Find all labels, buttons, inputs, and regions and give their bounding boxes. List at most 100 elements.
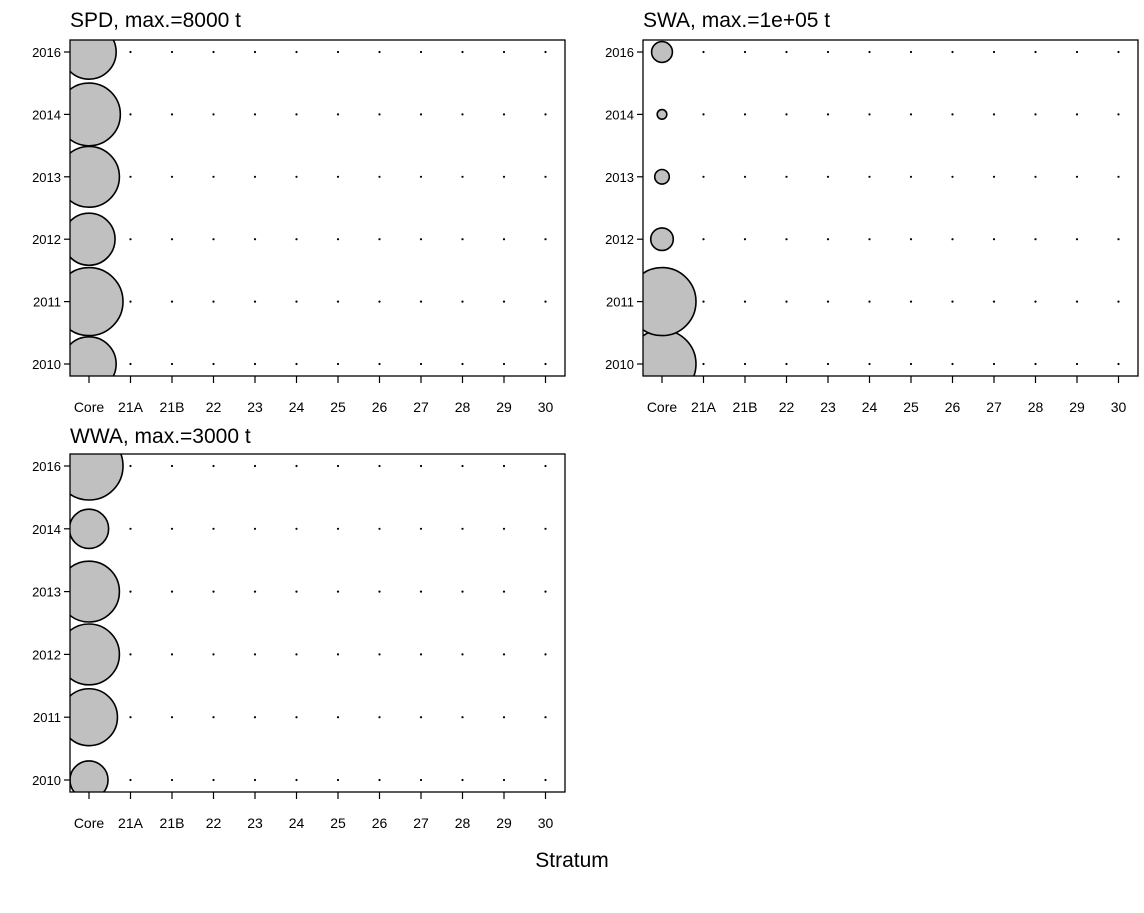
grid-dot [502, 50, 506, 54]
grid-dot [1034, 175, 1037, 178]
grid-dot [502, 175, 506, 178]
grid-dot [419, 527, 423, 530]
grid-dot [461, 527, 464, 530]
x-tick-label: 26 [372, 399, 388, 415]
grid-dot [992, 362, 996, 366]
grid-dot [170, 590, 174, 593]
grid-dot [992, 175, 996, 178]
grid-dot [336, 778, 340, 782]
grid-dot [1117, 238, 1120, 241]
bubble-core-2013 [70, 560, 121, 623]
grid-dot [378, 113, 381, 116]
grid-dot [461, 238, 464, 241]
grid-dot [336, 50, 340, 54]
y-tick-label: 2016 [605, 45, 634, 60]
grid-dot [502, 527, 506, 530]
grid-dot [170, 778, 174, 782]
grid-dot [1034, 238, 1037, 241]
grid-dot [170, 653, 174, 656]
grid-dot [992, 113, 996, 116]
grid-dot [461, 362, 464, 366]
x-tick-label: 29 [496, 399, 512, 415]
grid-dot [951, 300, 954, 303]
grid-dot [419, 464, 423, 468]
x-tick-label: 24 [862, 399, 878, 415]
grid-dot [785, 50, 788, 54]
grid-dot [544, 50, 547, 54]
x-tick-label: 23 [247, 815, 263, 831]
bubble-core-2014 [70, 82, 122, 147]
bubble-core-2016 [70, 454, 124, 501]
grid-dot [743, 50, 747, 54]
x-tick-label: 21A [118, 399, 144, 415]
x-tick-label: 23 [820, 399, 836, 415]
x-tick-label: 24 [289, 815, 305, 831]
y-tick-label: 2011 [606, 295, 634, 310]
plot-frame [642, 39, 1139, 377]
grid-dot [1075, 175, 1079, 178]
grid-dot [743, 362, 747, 366]
grid-dot [461, 716, 464, 719]
grid-dot [461, 113, 464, 116]
grid-dot [295, 300, 298, 303]
x-tick-label: 22 [779, 399, 795, 415]
x-tick-label: 21B [733, 399, 758, 415]
grid-dot [253, 238, 257, 241]
grid-dot [378, 653, 381, 656]
x-tick-label: 25 [903, 399, 919, 415]
grid-dot [544, 175, 547, 178]
bubble-core-2012 [70, 623, 121, 686]
grid-dot [1117, 362, 1120, 366]
grid-dot [702, 238, 705, 241]
y-tick-label: 2010 [605, 357, 634, 372]
grid-dot [1117, 300, 1120, 303]
grid-dot [1075, 113, 1079, 116]
grid-dot [253, 716, 257, 719]
grid-dot [868, 300, 871, 303]
grid-dot [461, 778, 464, 782]
plot-frame [69, 453, 566, 793]
grid-dot [502, 716, 506, 719]
grid-dot [868, 175, 871, 178]
x-tick-label: 28 [1028, 399, 1044, 415]
y-tick-label: 2016 [32, 45, 61, 60]
grid-dot [336, 175, 340, 178]
grid-dot [212, 300, 215, 303]
bubbles [643, 40, 697, 376]
x-tick-label: 29 [496, 815, 512, 831]
x-tick-label: Core [647, 399, 678, 415]
grid-dot [826, 50, 830, 54]
y-tick-label: 2010 [32, 773, 61, 788]
grid-dot [336, 300, 340, 303]
grid-dot [544, 778, 547, 782]
grid-dot [544, 716, 547, 719]
grid-dot [544, 590, 547, 593]
grid-dot [544, 113, 547, 116]
grid-dot [212, 464, 215, 468]
grid-dot [129, 238, 132, 241]
grid-dot [378, 464, 381, 468]
grid-dot [544, 653, 547, 656]
bubble-core-2013 [653, 168, 671, 185]
grid-dot [378, 716, 381, 719]
grid-dot [253, 300, 257, 303]
grid-dot [212, 716, 215, 719]
panel-title: WWA, max.=3000 t [70, 425, 251, 448]
grid-dot [461, 175, 464, 178]
grid-dot [253, 653, 257, 656]
x-tick-label: 27 [986, 399, 1002, 415]
grid-dot [253, 362, 257, 366]
y-tick-label: 2010 [32, 357, 61, 372]
grid-dot [212, 113, 215, 116]
grid-dot [129, 175, 132, 178]
grid-dot [295, 238, 298, 241]
grid-dot [336, 716, 340, 719]
grid-dot [1075, 300, 1079, 303]
grid-dot [336, 238, 340, 241]
grid-dot [378, 362, 381, 366]
grid-dot [951, 362, 954, 366]
grid-dot [419, 590, 423, 593]
bubble-core-2010 [70, 336, 117, 376]
grid-dot [253, 175, 257, 178]
panel-title: SWA, max.=1e+05 t [643, 9, 830, 32]
